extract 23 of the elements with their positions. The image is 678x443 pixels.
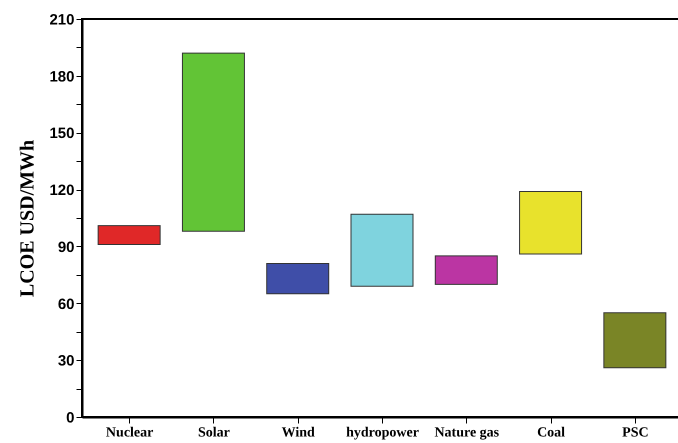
x-tick-label: PSC bbox=[622, 426, 649, 440]
bar bbox=[182, 52, 245, 232]
bar bbox=[519, 190, 582, 255]
y-tick-label: 30 bbox=[58, 352, 74, 370]
y-tick-label: 60 bbox=[58, 296, 74, 313]
x-tick-label: Nature gas bbox=[434, 426, 500, 440]
x-tick-label: Coal bbox=[537, 426, 566, 440]
y-axis-title: LCOE USD/MWh bbox=[16, 140, 38, 298]
y-tick-label: 210 bbox=[49, 12, 74, 28]
x-tick-label: Wind bbox=[282, 426, 316, 440]
y-tick-label: 120 bbox=[49, 182, 74, 200]
bar bbox=[350, 214, 414, 287]
y-tick-label: 90 bbox=[58, 238, 74, 256]
x-tick-label: Nuclear bbox=[106, 426, 154, 440]
y-tick-label: 180 bbox=[49, 68, 74, 86]
bar bbox=[98, 225, 161, 246]
x-tick-label: hydropower bbox=[346, 426, 419, 440]
y-tick-label: 150 bbox=[49, 125, 74, 142]
y-tick-label: 0 bbox=[66, 410, 74, 426]
bar bbox=[266, 262, 330, 294]
x-tick-label: Solar bbox=[198, 426, 230, 440]
bar bbox=[434, 255, 498, 285]
bar bbox=[603, 312, 666, 368]
